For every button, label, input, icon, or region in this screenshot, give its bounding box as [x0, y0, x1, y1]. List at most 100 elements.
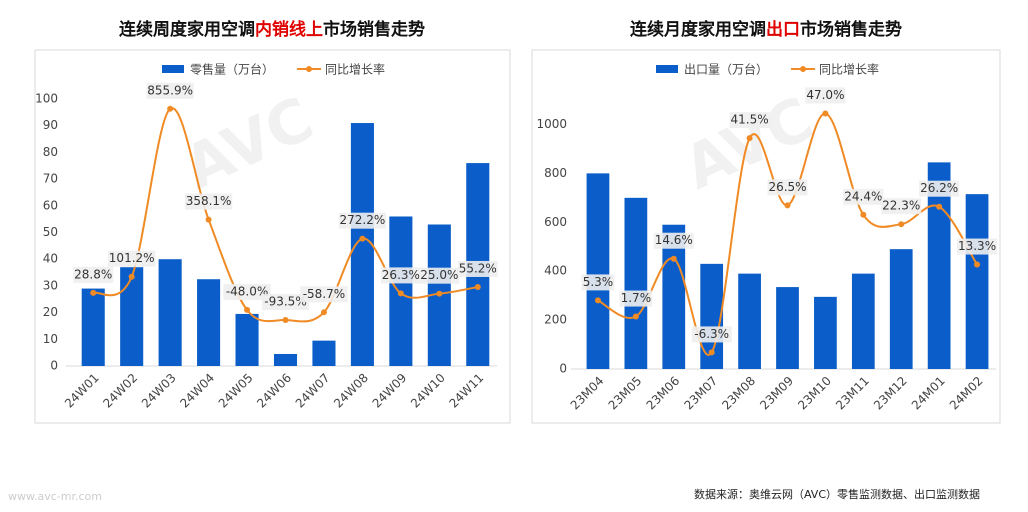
data-label: 25.0% [420, 268, 458, 282]
data-label: -58.7% [303, 287, 345, 301]
label-bg [419, 267, 460, 284]
data-label: 55.2% [459, 261, 497, 275]
legend-swatch [656, 65, 678, 73]
line-marker [128, 273, 135, 280]
label-bg [146, 82, 194, 99]
y-tick-label: 40 [43, 252, 58, 266]
title-part: 内销线上 [255, 19, 323, 40]
data-label: -6.3% [694, 327, 729, 341]
bar [776, 287, 799, 369]
watermark: AVC [174, 84, 324, 204]
y-tick-label: 10 [43, 332, 58, 346]
data-label: -93.5% [264, 295, 306, 309]
x-tick-label: 23M12 [871, 374, 910, 413]
chart-frame [34, 49, 511, 424]
line-marker [594, 297, 601, 304]
x-tick-label: 23M05 [606, 374, 645, 413]
y-tick-label: 30 [43, 278, 58, 292]
bar [851, 273, 875, 369]
bar [158, 259, 182, 366]
source: 数据来源：奥维云网（AVC）零售监测数据、出口监测数据 [694, 487, 980, 501]
label-bg [457, 260, 498, 277]
x-tick-label: 24W07 [293, 371, 333, 411]
label-bg [380, 267, 421, 284]
chart-frame [531, 49, 1001, 424]
bar [927, 162, 951, 369]
label-bg [338, 212, 387, 229]
chart-title: 连续月度家用空调出口市场销售走势 [630, 19, 902, 40]
line-marker [822, 110, 829, 117]
y-tick-label: 50 [43, 225, 58, 239]
line-marker [974, 261, 981, 268]
line-marker [708, 349, 715, 356]
bar [81, 288, 105, 366]
x-tick-label: 23M09 [757, 374, 796, 413]
line-marker [746, 135, 753, 142]
label-bg [691, 326, 732, 343]
line-marker [898, 221, 905, 228]
y-tick-label: 100 [35, 92, 58, 106]
label-bg [957, 238, 998, 255]
data-label: 855.9% [147, 83, 193, 97]
label-bg [919, 180, 960, 197]
line-marker [474, 283, 481, 290]
bar [700, 263, 724, 369]
data-label: 41.5% [731, 113, 769, 127]
data-label: 14.6% [655, 233, 693, 247]
x-tick-label: 24M01 [909, 374, 948, 413]
data-label: 26.5% [768, 180, 806, 194]
x-tick-label: 23M11 [833, 374, 872, 413]
line-marker [784, 202, 791, 209]
y-tick-label: 0 [559, 362, 567, 376]
line-marker [359, 235, 366, 242]
x-tick-label: 24W09 [370, 371, 410, 411]
line-marker [282, 317, 289, 324]
line-marker [397, 290, 404, 297]
x-tick-label: 24W10 [408, 371, 448, 411]
line-marker [670, 255, 677, 262]
x-tick-label: 24W01 [62, 371, 102, 411]
line-marker [320, 309, 327, 316]
legend-swatch [800, 66, 806, 72]
data-label: 101.2% [109, 251, 155, 265]
line-marker [205, 216, 212, 223]
title-part: 连续月度家用空调 [630, 19, 766, 40]
data-label: 24.4% [844, 189, 882, 203]
y-tick-label: 80 [43, 145, 58, 159]
legend-label: 同比增长率 [325, 62, 385, 77]
legend-swatch [162, 65, 184, 73]
x-tick-label: 24W04 [177, 371, 217, 411]
x-tick-label: 24W03 [139, 371, 179, 411]
bar [273, 353, 298, 366]
x-tick-label: 23M10 [795, 374, 834, 413]
line-marker [244, 306, 251, 313]
legend-label: 零售量（万台） [190, 62, 274, 77]
label-bg [881, 198, 922, 215]
url: www.avc-mr.com [8, 490, 102, 503]
label-bg [300, 286, 348, 303]
data-label: 26.3% [382, 268, 420, 282]
bar [738, 273, 761, 369]
legend-label: 出口量（万台） [684, 62, 768, 77]
data-label: 5.3% [583, 275, 614, 289]
data-label: 1.7% [621, 291, 652, 305]
label-bg [805, 87, 846, 104]
y-tick-label: 400 [544, 264, 567, 278]
label-bg [653, 232, 694, 249]
label-bg [223, 283, 271, 300]
label-bg [108, 250, 156, 267]
title-part: 市场销售走势 [323, 19, 425, 40]
y-tick-label: 60 [43, 198, 58, 212]
label-bg [843, 188, 884, 205]
line-marker [632, 313, 639, 320]
title-part: 出口 [766, 19, 800, 40]
bar [312, 340, 336, 366]
bar [624, 197, 648, 369]
label-bg [73, 266, 114, 283]
y-tick-label: 200 [544, 313, 567, 327]
title-part: 连续周度家用空调 [119, 19, 255, 40]
line-marker [936, 203, 943, 210]
label-bg [767, 179, 808, 196]
bar [197, 279, 221, 366]
bar [586, 173, 610, 369]
